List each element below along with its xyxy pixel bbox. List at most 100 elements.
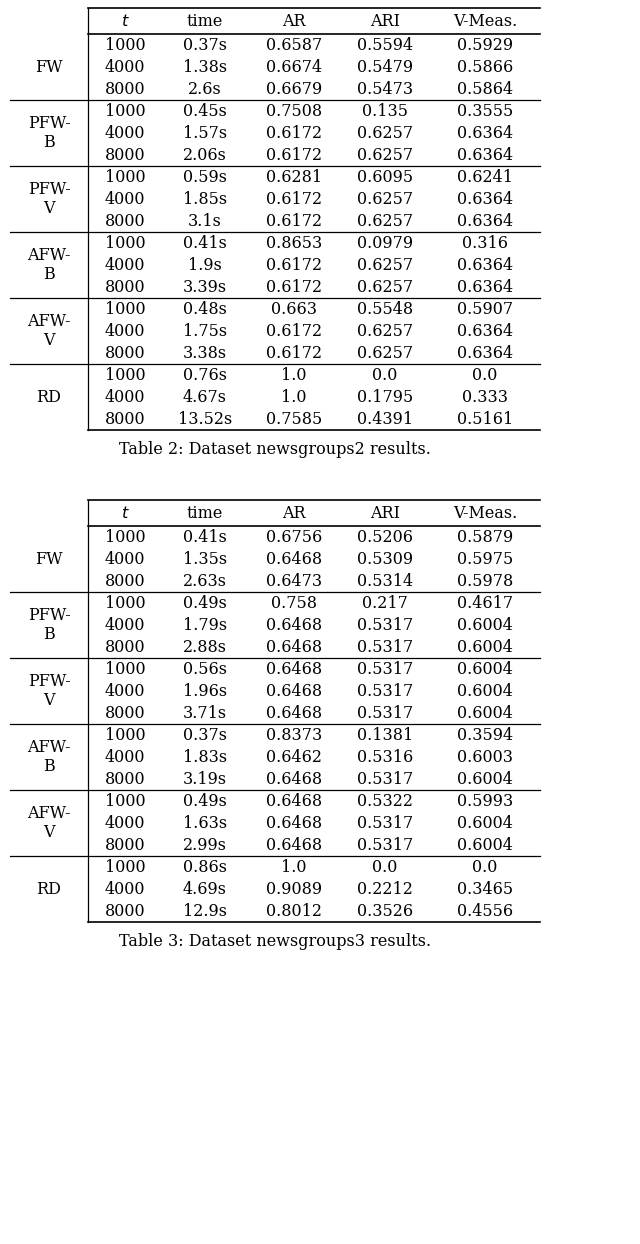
Text: 0.0: 0.0 [372, 858, 397, 876]
Text: 0.9089: 0.9089 [266, 881, 322, 897]
Text: 0.56s: 0.56s [183, 661, 227, 678]
Text: 0.4391: 0.4391 [357, 411, 413, 428]
Text: 0.6004: 0.6004 [457, 617, 513, 633]
Text: $t$: $t$ [120, 12, 129, 30]
Text: 0.5548: 0.5548 [357, 301, 413, 317]
Text: 0.37s: 0.37s [183, 36, 227, 53]
Text: 0.6364: 0.6364 [457, 256, 513, 274]
Text: 12.9s: 12.9s [183, 902, 227, 919]
Text: 0.6095: 0.6095 [357, 168, 413, 185]
Text: PFW-
B: PFW- B [28, 114, 70, 152]
Text: 0.5316: 0.5316 [357, 749, 413, 765]
Text: 0.0: 0.0 [372, 367, 397, 383]
Text: 3.19s: 3.19s [183, 770, 227, 787]
Text: 0.5978: 0.5978 [457, 572, 513, 590]
Text: 1000: 1000 [105, 595, 145, 612]
Text: 0.7585: 0.7585 [266, 411, 322, 428]
Text: 2.99s: 2.99s [183, 836, 227, 853]
Text: AFW-
B: AFW- B [28, 246, 71, 284]
Text: 1000: 1000 [105, 792, 145, 810]
Text: 0.6172: 0.6172 [266, 279, 322, 296]
Text: 8000: 8000 [105, 279, 145, 296]
Text: 1.9s: 1.9s [188, 256, 222, 274]
Text: Table 3: Dataset newsgroups3 results.: Table 3: Dataset newsgroups3 results. [119, 933, 431, 949]
Text: 8000: 8000 [105, 345, 145, 362]
Text: 0.6004: 0.6004 [457, 815, 513, 831]
Text: 4000: 4000 [105, 58, 145, 76]
Text: 1.96s: 1.96s [183, 683, 227, 699]
Text: 8000: 8000 [105, 81, 145, 97]
Text: 0.5317: 0.5317 [357, 770, 413, 787]
Text: 8000: 8000 [105, 770, 145, 787]
Text: 0.6756: 0.6756 [266, 529, 322, 546]
Text: 1000: 1000 [105, 529, 145, 546]
Text: 0.6241: 0.6241 [457, 168, 513, 185]
Text: 0.6468: 0.6468 [266, 683, 322, 699]
Text: 0.0: 0.0 [472, 367, 498, 383]
Text: 3.71s: 3.71s [183, 704, 227, 722]
Text: 0.6462: 0.6462 [266, 749, 322, 765]
Text: 0.5317: 0.5317 [357, 661, 413, 678]
Text: 0.3594: 0.3594 [457, 726, 513, 744]
Text: 0.6468: 0.6468 [266, 661, 322, 678]
Text: 0.6587: 0.6587 [266, 36, 322, 53]
Text: 0.6364: 0.6364 [457, 279, 513, 296]
Text: 0.6364: 0.6364 [457, 322, 513, 340]
Text: 0.48s: 0.48s [183, 301, 227, 317]
Text: 4000: 4000 [105, 617, 145, 633]
Text: 1.85s: 1.85s [183, 190, 227, 208]
Text: 1000: 1000 [105, 36, 145, 53]
Text: 4.69s: 4.69s [183, 881, 227, 897]
Text: 0.6473: 0.6473 [266, 572, 322, 590]
Text: 2.6s: 2.6s [188, 81, 222, 97]
Text: 0.5317: 0.5317 [357, 617, 413, 633]
Text: 0.6257: 0.6257 [357, 322, 413, 340]
Text: 1000: 1000 [105, 301, 145, 317]
Text: 0.6004: 0.6004 [457, 683, 513, 699]
Text: 2.63s: 2.63s [183, 572, 227, 590]
Text: 0.6172: 0.6172 [266, 322, 322, 340]
Text: 1.57s: 1.57s [183, 124, 227, 142]
Text: 0.6468: 0.6468 [266, 770, 322, 787]
Text: 0.758: 0.758 [271, 595, 317, 612]
Text: 1000: 1000 [105, 367, 145, 383]
Text: 8000: 8000 [105, 902, 145, 919]
Text: 3.38s: 3.38s [183, 345, 227, 362]
Text: 1.0: 1.0 [281, 858, 307, 876]
Text: time: time [187, 505, 223, 521]
Text: PFW-
B: PFW- B [28, 607, 70, 643]
Text: 4000: 4000 [105, 881, 145, 897]
Text: PFW-
V: PFW- V [28, 180, 70, 218]
Text: 1000: 1000 [105, 858, 145, 876]
Text: 4000: 4000 [105, 124, 145, 142]
Text: 0.6364: 0.6364 [457, 124, 513, 142]
Text: 1000: 1000 [105, 102, 145, 119]
Text: 0.41s: 0.41s [183, 529, 227, 546]
Text: 4000: 4000 [105, 190, 145, 208]
Text: 0.4556: 0.4556 [457, 902, 513, 919]
Text: 8000: 8000 [105, 411, 145, 428]
Text: 0.8653: 0.8653 [266, 235, 322, 251]
Text: 0.5929: 0.5929 [457, 36, 513, 53]
Text: 0.6004: 0.6004 [457, 638, 513, 656]
Text: 0.333: 0.333 [462, 388, 508, 406]
Text: 0.6679: 0.6679 [266, 81, 322, 97]
Text: 4000: 4000 [105, 388, 145, 406]
Text: 0.6257: 0.6257 [357, 345, 413, 362]
Text: 0.5322: 0.5322 [357, 792, 413, 810]
Text: V-Meas.: V-Meas. [453, 12, 517, 30]
Text: 2.06s: 2.06s [183, 147, 227, 163]
Text: 1.0: 1.0 [281, 367, 307, 383]
Text: 0.6003: 0.6003 [457, 749, 513, 765]
Text: 0.4617: 0.4617 [457, 595, 513, 612]
Text: 0.5317: 0.5317 [357, 836, 413, 853]
Text: 0.3465: 0.3465 [457, 881, 513, 897]
Text: 0.8012: 0.8012 [266, 902, 322, 919]
Text: 4000: 4000 [105, 815, 145, 831]
Text: 1000: 1000 [105, 235, 145, 251]
Text: 0.135: 0.135 [362, 102, 408, 119]
Text: 4000: 4000 [105, 256, 145, 274]
Text: 0.5317: 0.5317 [357, 638, 413, 656]
Text: 0.217: 0.217 [362, 595, 408, 612]
Text: 0.37s: 0.37s [183, 726, 227, 744]
